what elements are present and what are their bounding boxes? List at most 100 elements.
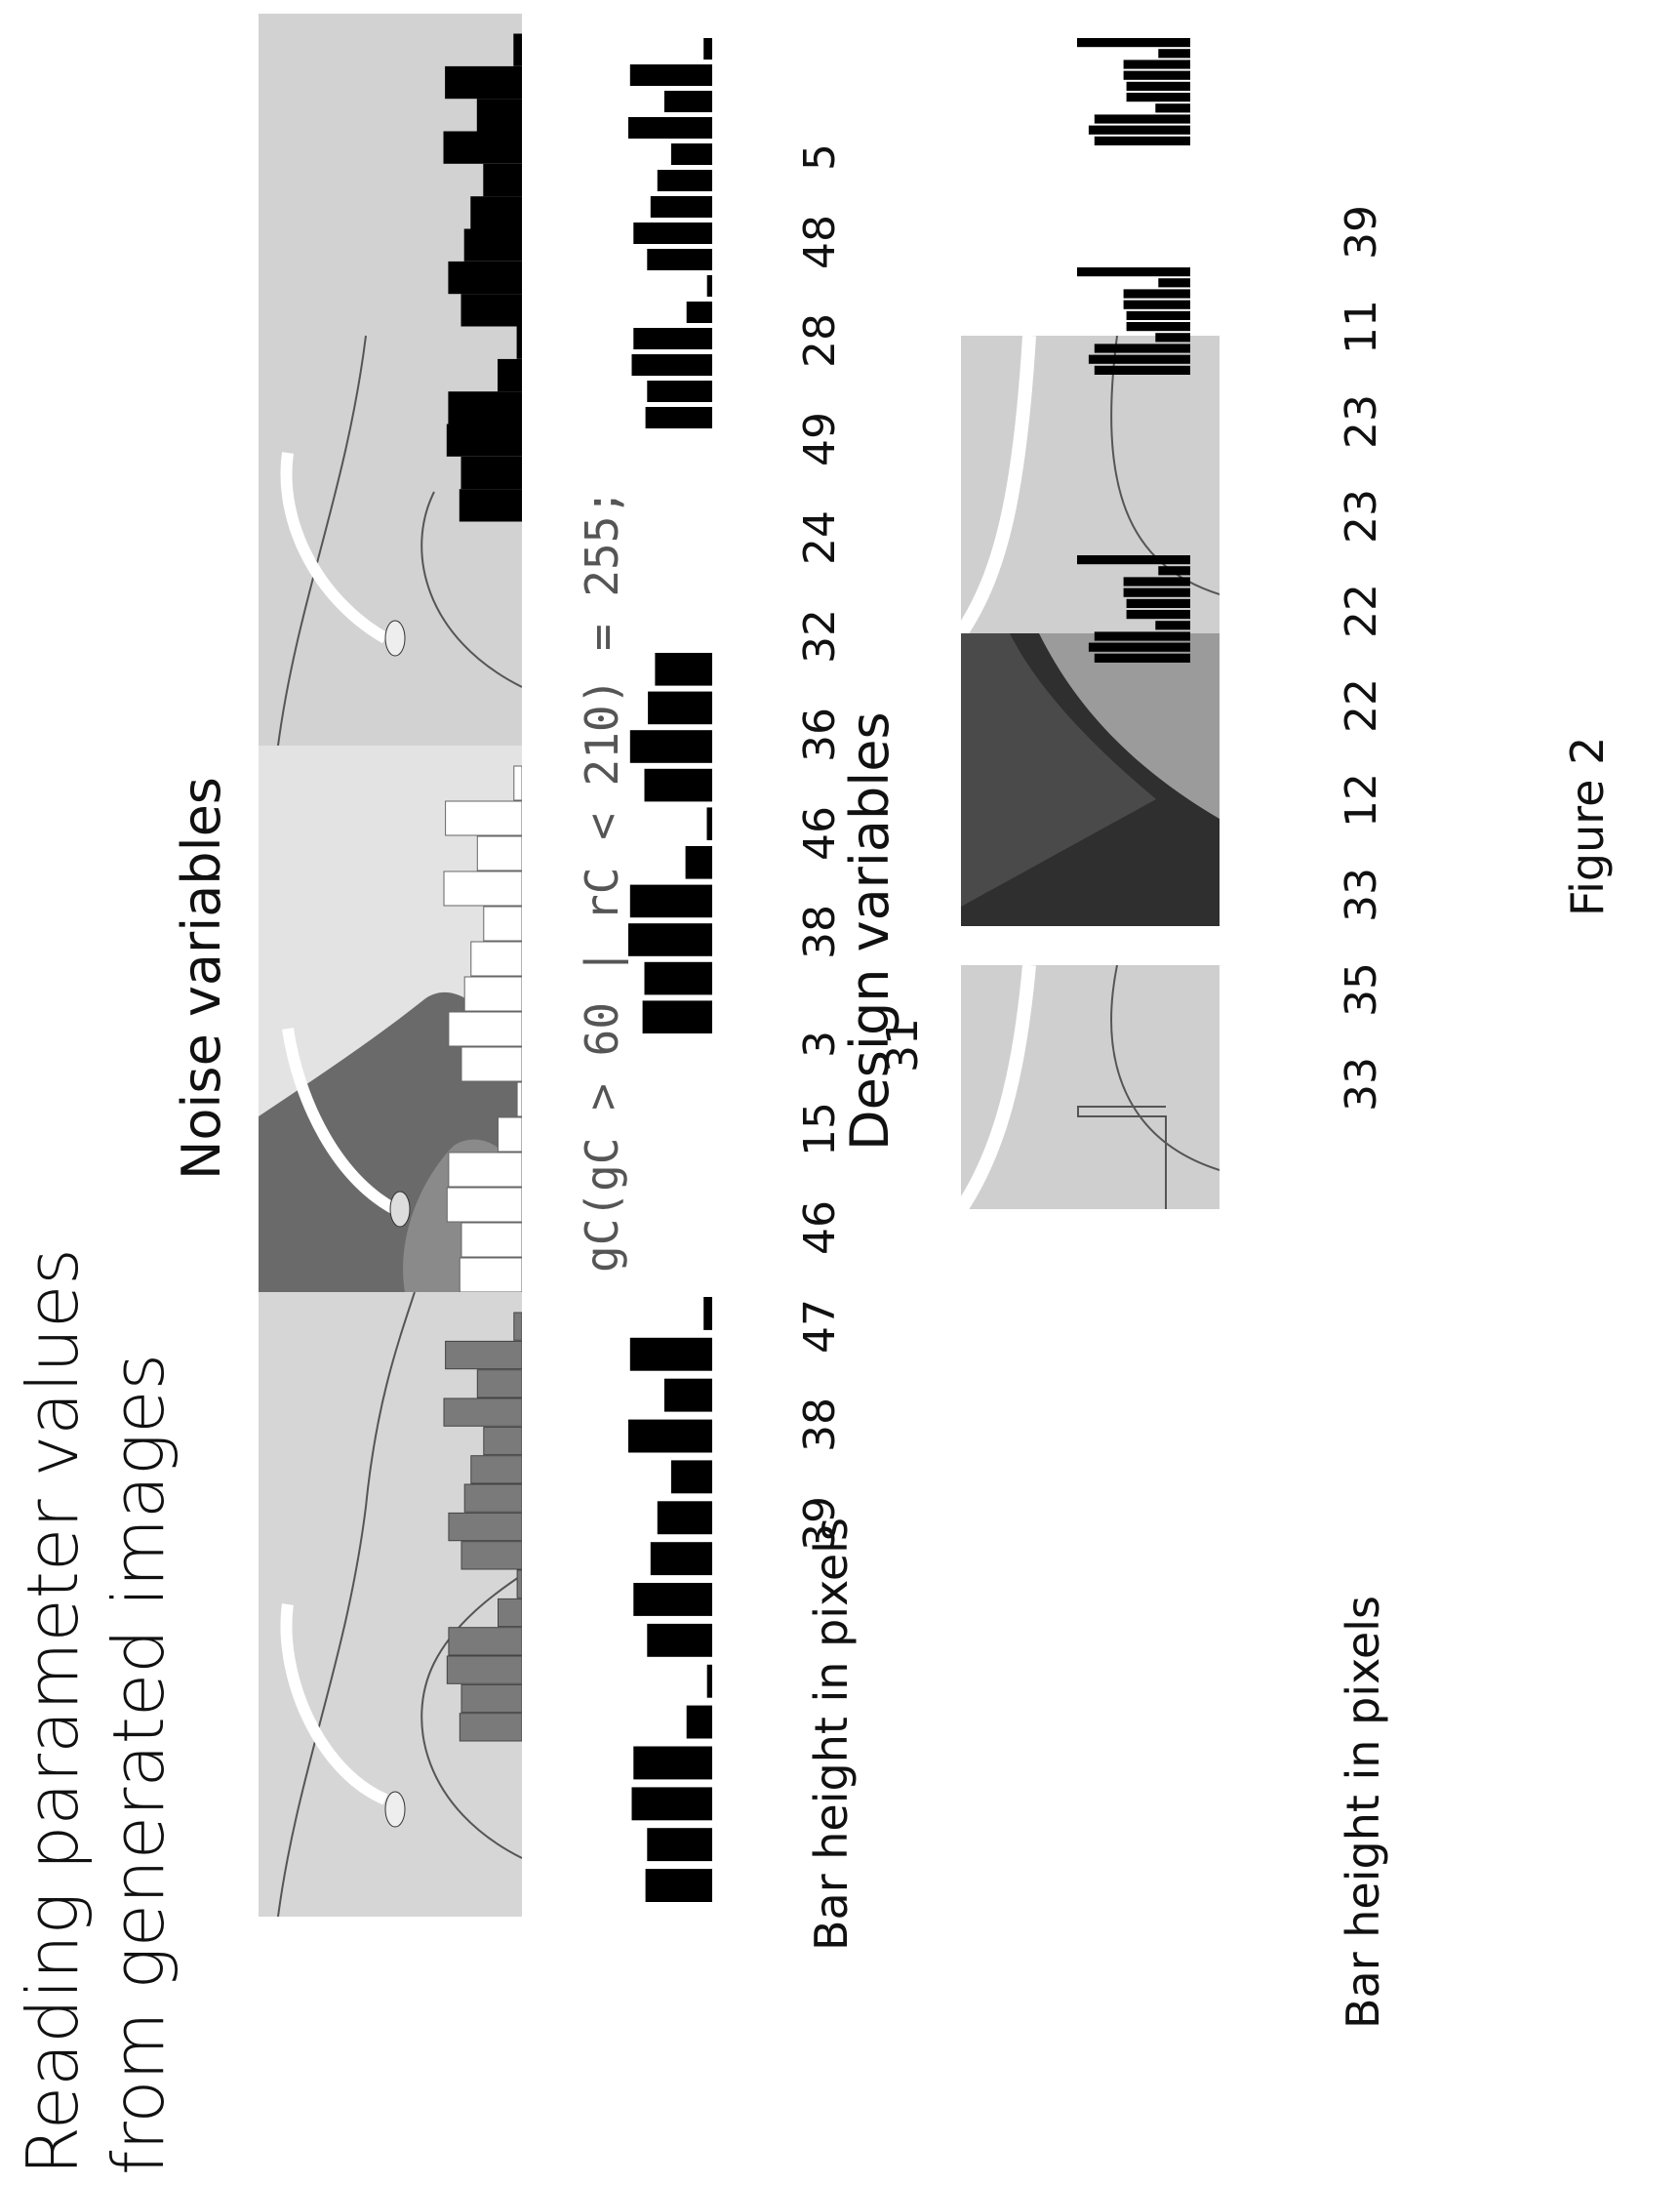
design-value-5: 22 [1337, 678, 1386, 733]
hist-bar [1126, 310, 1190, 320]
hist-bar [647, 1828, 712, 1862]
image-bar [445, 65, 522, 100]
hist-bar [647, 1623, 712, 1657]
hist-bar [655, 653, 712, 686]
image-bar [443, 870, 522, 907]
design-image-2 [961, 633, 1220, 926]
image-bar [463, 976, 522, 1012]
hist-bar [663, 1378, 712, 1412]
noise-value-6: 3 [795, 1031, 845, 1058]
noise-value-12: 49 [795, 412, 845, 466]
noise-image-1-bars [443, 1312, 522, 1742]
design-value-4: 12 [1337, 773, 1386, 828]
image-bar [463, 1483, 522, 1513]
hist-bar [633, 328, 712, 349]
noise-value-10: 32 [795, 609, 845, 664]
image-bar [513, 1312, 522, 1341]
hist-bar [631, 1787, 712, 1821]
hist-bar [1094, 344, 1190, 353]
hist-bar [650, 1542, 712, 1576]
noise-value-13: 28 [795, 313, 845, 368]
hist-bar [629, 1337, 712, 1371]
axis-label-bottom: Bar height in pixels [1337, 1596, 1389, 2029]
image-bar [516, 1081, 522, 1117]
hist-bar [686, 302, 712, 323]
noise-value-4: 46 [795, 1200, 845, 1255]
hist-bar [1123, 577, 1190, 587]
image-bar [443, 1397, 522, 1427]
image-bar [446, 1187, 522, 1223]
image-bar [498, 1116, 522, 1153]
noise-image-2 [259, 746, 522, 1292]
image-bar [483, 906, 522, 942]
hist-bar [1126, 610, 1190, 620]
hist-bar [633, 223, 712, 244]
hist-bar [633, 1582, 712, 1616]
image-bar [476, 835, 522, 871]
hist-bar [1088, 354, 1190, 364]
design-histogram-1-svg [1077, 555, 1190, 663]
noise-histogram-2 [624, 653, 712, 1033]
image-bar [448, 1627, 522, 1656]
image-bar [476, 1369, 522, 1398]
image-bar [446, 424, 522, 457]
hist-bar [631, 354, 712, 376]
noise-value-14: 48 [795, 215, 845, 269]
hist-bar [1123, 70, 1190, 80]
image-bar [460, 1046, 522, 1082]
image-bar [470, 941, 522, 977]
noise-image-3-bars [443, 33, 522, 522]
noise-value-11: 24 [795, 510, 845, 565]
image-bar [448, 261, 522, 295]
hist-bar [1158, 49, 1190, 59]
image-bar [516, 326, 522, 359]
noise-value-1: 39 [795, 1496, 845, 1551]
threshold-code: gC(gC > 60 | rC < 210) = 255; [576, 488, 628, 1273]
hist-bar [647, 381, 712, 402]
hist-bar [1126, 81, 1190, 91]
hist-bar [1126, 322, 1190, 332]
image-bar [516, 1569, 522, 1598]
hist-bar [644, 768, 712, 802]
noise-histogram-3-svg [628, 38, 712, 428]
noise-value-3: 47 [795, 1299, 845, 1354]
noise-value-9: 36 [795, 708, 845, 762]
image-bar [445, 1340, 522, 1370]
design-histogram-2-svg [1077, 267, 1190, 375]
hist-bar [1123, 289, 1190, 299]
hist-bar [1094, 136, 1190, 145]
hist-bar [629, 64, 712, 86]
hist-bar [1158, 566, 1190, 576]
hist-bar [648, 691, 712, 725]
hist-bar [703, 1297, 712, 1330]
hist-bar [1155, 333, 1190, 343]
noise-histogram-1 [624, 1297, 712, 1902]
hist-bar [1077, 267, 1190, 277]
hist-bar [670, 143, 712, 165]
title-line-2: from generated images [98, 1354, 180, 2175]
title-line-1: Reading parameter values [12, 1248, 94, 2175]
hist-bar [645, 407, 712, 428]
noise-image-3 [259, 14, 522, 746]
hist-bar [706, 275, 712, 297]
hist-bar [1088, 642, 1190, 652]
noise-value-15: 5 [795, 143, 845, 171]
hist-bar [706, 807, 712, 840]
design-value-6: 22 [1337, 584, 1386, 638]
hist-bar [1077, 38, 1190, 48]
image-bar [470, 196, 522, 229]
hist-bar [645, 1869, 712, 1902]
image-bar [459, 489, 522, 522]
hist-bar [629, 884, 712, 918]
hist-bar [663, 91, 712, 112]
image-bar [446, 1655, 522, 1684]
figure-title: Reading parameter values from generated … [10, 1248, 181, 2175]
image-bar [448, 1011, 522, 1047]
image-bar [513, 765, 522, 801]
hist-bar [647, 249, 712, 270]
design-value-3: 33 [1337, 868, 1386, 922]
hist-bar [686, 1705, 712, 1739]
noise-value-5: 15 [795, 1102, 845, 1156]
hist-bar [703, 38, 712, 60]
design-histogram-3 [1073, 38, 1190, 145]
